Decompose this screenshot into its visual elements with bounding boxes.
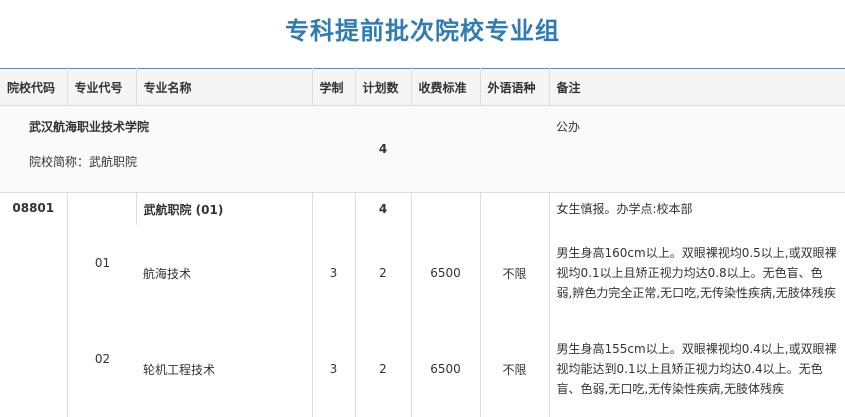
major-code: 01: [68, 256, 137, 270]
major-years: 3: [312, 225, 355, 321]
col-plan: 计划数: [355, 69, 411, 106]
major-name: 轮机工程技术: [136, 321, 312, 417]
group-note: 女生慎报。办学点:校本部: [549, 193, 845, 226]
page-title: 专科提前批次院校专业组: [0, 0, 845, 68]
group-plan: 4: [355, 193, 411, 226]
major-plan: 2: [355, 225, 411, 321]
col-major-name: 专业名称: [136, 69, 312, 106]
col-language: 外语语种: [480, 69, 549, 106]
col-school-code: 院校代码: [0, 69, 67, 106]
group-row: 08801 武航职院 (01) 4 女生慎报。办学点:校本部: [0, 193, 845, 226]
table-header: 院校代码 专业代号 专业名称 学制 计划数 收费标准 外语语种 备注: [0, 69, 845, 106]
major-fee: 6500: [411, 321, 480, 417]
group-name: 武航职院 (01): [136, 193, 312, 226]
school-row: 武汉航海职业技术学院 院校简称：武航职院 4 公办: [0, 106, 845, 193]
major-name: 航海技术: [136, 225, 312, 321]
major-language: 不限: [480, 321, 549, 417]
major-code: 02: [68, 352, 137, 366]
school-note: 公办: [549, 106, 845, 193]
major-plan: 2: [355, 321, 411, 417]
major-language: 不限: [480, 225, 549, 321]
school-short-name: 院校简称：武航职院: [29, 153, 312, 170]
group-code: 08801: [0, 193, 67, 417]
col-years: 学制: [312, 69, 355, 106]
major-years: 3: [312, 321, 355, 417]
school-plan: 4: [355, 106, 411, 193]
school-name: 武汉航海职业技术学院: [29, 118, 312, 135]
major-note: 男生身高160cm以上。双眼裸视均0.5以上,或双眼裸视均0.1以上且矫正视力均…: [549, 225, 845, 321]
col-major-code: 专业代号: [67, 69, 136, 106]
col-note: 备注: [549, 69, 845, 106]
major-note: 男生身高155cm以上。双眼裸视均0.4以上,或双眼裸视均能达到0.1以上且矫正…: [549, 321, 845, 417]
col-fee: 收费标准: [411, 69, 480, 106]
major-fee: 6500: [411, 225, 480, 321]
